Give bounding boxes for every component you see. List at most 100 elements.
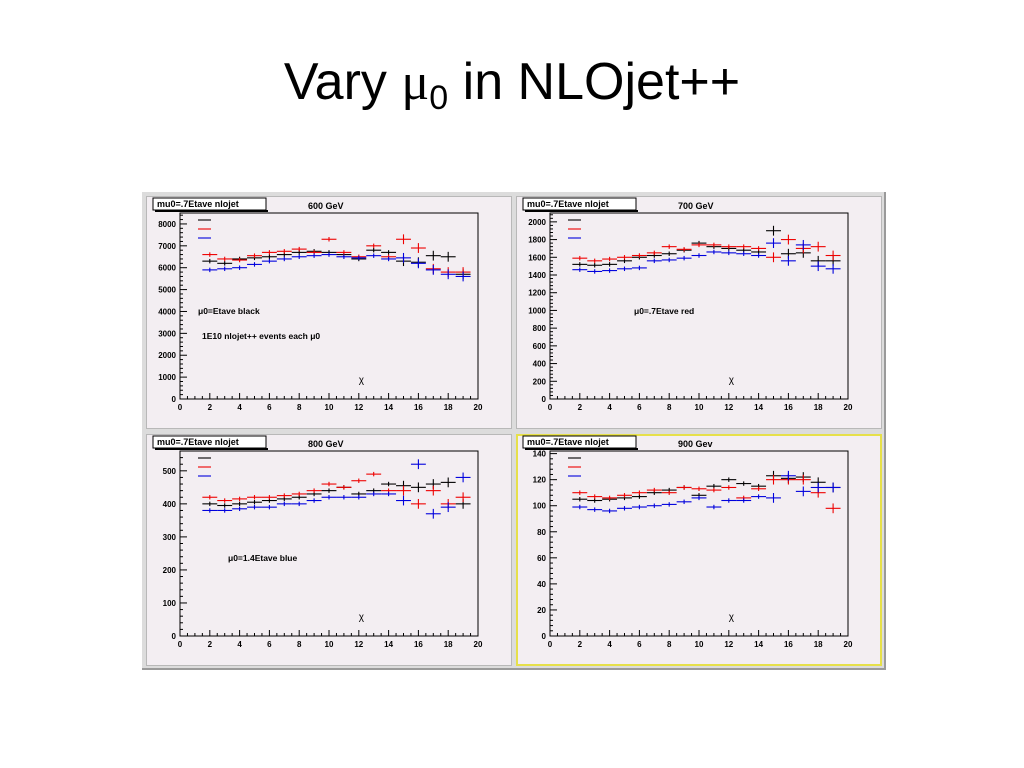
- y-tick-label: 1200: [528, 289, 546, 298]
- y-tick-label: 3000: [158, 329, 176, 338]
- x-tick-label: 20: [844, 640, 853, 649]
- stat-box: mu0=.7Etave nlojet: [152, 435, 268, 450]
- y-tick-label: 200: [533, 377, 547, 386]
- y-tick-label: 1400: [528, 271, 546, 280]
- x-tick-label: 18: [444, 640, 453, 649]
- x-tick-label: 14: [754, 403, 763, 412]
- root-canvas: 0 2 4 6 8 10 12 14 16 18 20 0 1000 2000 3000 4000 5000 60…: [142, 192, 886, 670]
- y-tick-label: 2000: [158, 351, 176, 360]
- x-tick-label: 16: [414, 640, 423, 649]
- x-tick-label: 8: [297, 403, 302, 412]
- x-tick-label: 4: [607, 640, 612, 649]
- y-tick-label: 6000: [158, 264, 176, 273]
- title-mu-subscript: 0: [429, 79, 449, 117]
- pad-700gev: 0 2 4 6 8 10 12 14 16 18 2002004006008001000120014…: [516, 196, 882, 429]
- stat-box-label: mu0=.7Etave nlojet: [527, 199, 609, 209]
- x-axis-label: χ: [359, 612, 365, 623]
- series-blue: [202, 459, 471, 519]
- annotation-text: 1E10 nlojet++ events each μ0: [202, 331, 320, 341]
- y-tick-label: 8000: [158, 220, 176, 229]
- x-tick-label: 12: [724, 640, 733, 649]
- y-tick-label: 100: [533, 502, 547, 511]
- x-tick-label: 0: [548, 403, 553, 412]
- x-axis-label: χ: [729, 375, 735, 386]
- annotation-text: μ0=Etave black: [198, 306, 260, 316]
- x-tick-label: 2: [208, 403, 213, 412]
- x-tick-label: 4: [237, 640, 242, 649]
- x-tick-label: 20: [474, 640, 483, 649]
- stat-box: mu0=.7Etave nlojet: [522, 197, 638, 212]
- x-tick-label: 6: [637, 403, 642, 412]
- stat-box-label: mu0=.7Etave nlojet: [157, 437, 239, 447]
- x-tick-label: 4: [237, 403, 242, 412]
- x-tick-label: 20: [844, 403, 853, 412]
- x-tick-label: 16: [784, 640, 793, 649]
- stat-box-label: mu0=.7Etave nlojet: [157, 199, 239, 209]
- y-tick-label: 7000: [158, 242, 176, 251]
- x-tick-label: 14: [754, 640, 763, 649]
- pad-background: [146, 434, 512, 666]
- x-tick-label: 18: [444, 403, 453, 412]
- x-tick-label: 12: [354, 640, 363, 649]
- chart-title: 700 GeV: [678, 201, 714, 211]
- title-mu-symbol: μ: [401, 54, 430, 111]
- x-tick-label: 4: [607, 403, 612, 412]
- y-tick-label: 100: [163, 599, 177, 608]
- y-tick-label: 300: [163, 533, 177, 542]
- x-tick-label: 2: [578, 403, 583, 412]
- x-tick-label: 6: [267, 403, 272, 412]
- x-axis-label: χ: [359, 375, 365, 386]
- y-tick-label: 0: [542, 632, 547, 641]
- y-tick-label: 0: [172, 632, 177, 641]
- x-tick-label: 16: [414, 403, 423, 412]
- y-tick-label: 40: [537, 580, 546, 589]
- series-red: [202, 471, 471, 509]
- y-tick-label: 120: [533, 476, 547, 485]
- y-tick-label: 400: [533, 360, 547, 369]
- x-tick-label: 12: [724, 403, 733, 412]
- y-tick-label: 60: [537, 554, 546, 563]
- x-tick-label: 6: [267, 640, 272, 649]
- pad-900gev: 0 2 4 6 8 10 12 14 16 18 20 0 20 40 60 80 100 120 140 mu0=.…: [516, 434, 882, 666]
- series-blue: [572, 470, 841, 514]
- x-tick-label: 18: [814, 403, 823, 412]
- chart-title: 800 GeV: [308, 439, 344, 449]
- y-tick-label: 1800: [528, 236, 546, 245]
- x-tick-label: 10: [695, 640, 704, 649]
- pad-background: [516, 434, 882, 666]
- y-tick-label: 800: [533, 324, 547, 333]
- x-tick-label: 16: [784, 403, 793, 412]
- x-tick-label: 14: [384, 640, 393, 649]
- x-tick-label: 8: [297, 640, 302, 649]
- x-tick-label: 20: [474, 403, 483, 412]
- y-tick-label: 1000: [158, 373, 176, 382]
- series-red: [572, 234, 841, 264]
- x-tick-label: 0: [178, 640, 183, 649]
- stat-box: mu0=.7Etave nlojet: [522, 435, 638, 450]
- annotation-text: μ0=1.4Etave blue: [228, 553, 297, 563]
- y-tick-label: 1600: [528, 253, 546, 262]
- series-red: [572, 474, 841, 514]
- pad-background: [146, 196, 512, 429]
- series-blue: [572, 238, 841, 274]
- y-tick-label: 0: [542, 395, 547, 404]
- pad-background: [516, 196, 882, 429]
- x-tick-label: 10: [325, 403, 334, 412]
- y-tick-label: 4000: [158, 307, 176, 316]
- x-tick-label: 18: [814, 640, 823, 649]
- y-tick-label: 80: [537, 528, 546, 537]
- y-tick-label: 600: [533, 342, 547, 351]
- chart-title: 900 Gev: [678, 439, 713, 449]
- x-tick-label: 8: [667, 403, 672, 412]
- annotation-text: μ0=.7Etave red: [634, 306, 694, 316]
- x-tick-label: 0: [548, 640, 553, 649]
- x-tick-label: 0: [178, 403, 183, 412]
- y-tick-label: 20: [537, 606, 546, 615]
- x-tick-label: 10: [695, 403, 704, 412]
- y-tick-label: 140: [533, 450, 547, 459]
- slide-title: Vary μ0 in NLOjet++: [0, 52, 1024, 118]
- title-prefix: Vary: [283, 53, 402, 111]
- pad-600gev: 0 2 4 6 8 10 12 14 16 18 20 0 1000 2000 3000 4000 5000 60…: [146, 196, 512, 429]
- title-suffix: in NLOjet++: [448, 53, 741, 111]
- x-tick-label: 10: [325, 640, 334, 649]
